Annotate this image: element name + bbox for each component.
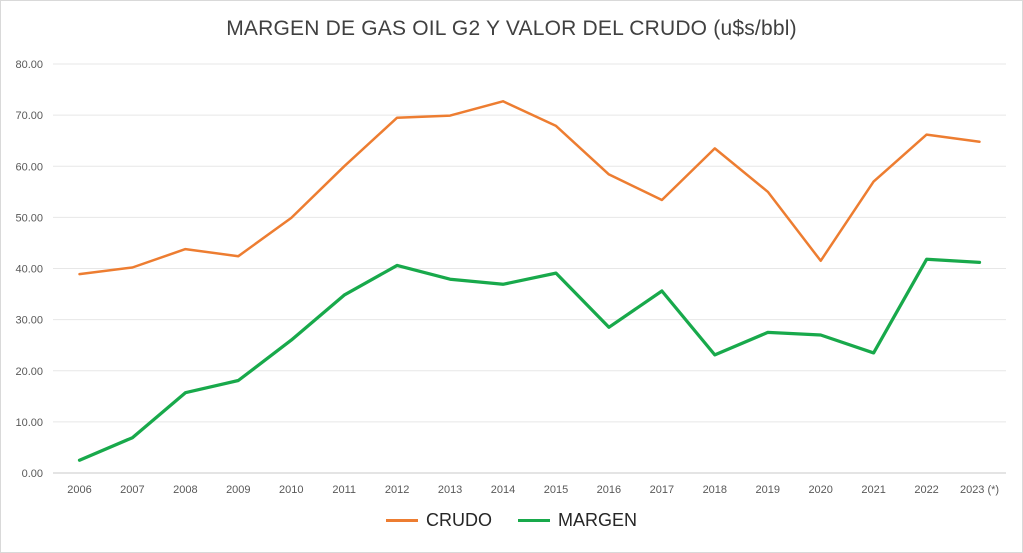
x-tick-label: 2018 (703, 484, 727, 496)
x-tick-label: 2007 (120, 484, 144, 496)
series-line-margen[interactable] (77, 257, 982, 462)
x-tick-label: 2012 (385, 484, 409, 496)
x-tick-label: 2009 (226, 484, 250, 496)
y-tick-label: 30.00 (15, 315, 43, 327)
x-tick-label: 2013 (438, 484, 462, 496)
chart-title: MARGEN DE GAS OIL G2 Y VALOR DEL CRUDO (… (226, 17, 797, 40)
x-tick-label: 2008 (173, 484, 197, 496)
y-tick-label: 60.00 (15, 161, 43, 173)
x-tick-label: 2017 (650, 484, 674, 496)
x-tick-label: 2021 (861, 484, 885, 496)
x-tick-label: 2011 (332, 484, 356, 496)
y-tick-label: 50.00 (15, 212, 43, 224)
legend-item-margen[interactable]: MARGEN (517, 510, 637, 531)
y-tick-label: 40.00 (15, 264, 43, 276)
x-tick-label: 2010 (279, 484, 303, 496)
x-tick-label: 2016 (597, 484, 621, 496)
legend: CRUDO MARGEN (1, 510, 1022, 531)
legend-marker-crudo (385, 519, 418, 522)
y-tick-label: 10.00 (15, 417, 43, 429)
legend-label-crudo: CRUDO (425, 510, 492, 530)
x-tick-label: 2015 (544, 484, 568, 496)
x-tick-label: 2006 (67, 484, 91, 496)
x-tick-label: 2023 (*) (960, 484, 999, 496)
x-tick-label: 2014 (491, 484, 515, 496)
x-tick-label: 2022 (914, 484, 938, 496)
legend-item-crudo[interactable]: CRUDO (385, 510, 492, 531)
y-tick-label: 20.00 (15, 366, 43, 378)
series-line-crudo[interactable] (78, 100, 981, 276)
x-tick-label: 2019 (756, 484, 780, 496)
legend-label-margen: MARGEN (557, 510, 637, 530)
legend-marker-margen (517, 519, 550, 522)
y-tick-label: 80.00 (15, 59, 43, 71)
x-tick-label: 2020 (808, 484, 832, 496)
y-tick-label: 70.00 (15, 110, 43, 122)
y-tick-label: 0.00 (22, 468, 43, 480)
